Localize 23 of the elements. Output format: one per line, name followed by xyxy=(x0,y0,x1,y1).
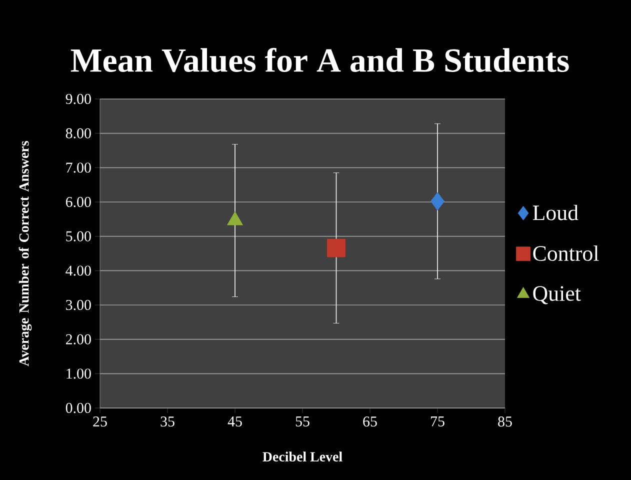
legend-label: Control xyxy=(533,246,599,261)
y-tick-label: 6.00 xyxy=(66,196,91,208)
x-tick-label: 25 xyxy=(93,416,107,427)
legend-label: Loud xyxy=(532,204,578,220)
x-tick-label: 85 xyxy=(498,416,512,427)
y-tick-label: 2.00 xyxy=(66,334,91,344)
y-tick-label: 1.00 xyxy=(66,368,91,379)
x-tick-label: 55 xyxy=(296,416,310,426)
legend-label: Quiet xyxy=(533,286,581,304)
x-axis-title: Decibel Level xyxy=(262,452,342,462)
y-tick-label: 3.00 xyxy=(66,300,91,310)
y-tick-label: 0.00 xyxy=(66,402,91,414)
x-tick-label: 45 xyxy=(228,416,242,426)
y-tick-label: 8.00 xyxy=(66,128,91,138)
y-tick-label: 5.00 xyxy=(66,231,91,242)
x-tick-label: 75 xyxy=(431,416,444,426)
chart-title: Mean Values for A and B Students xyxy=(70,48,569,72)
x-tick-label: 65 xyxy=(363,416,377,427)
y-tick-label: 7.00 xyxy=(66,162,91,173)
x-tick-label: 35 xyxy=(160,416,174,427)
y-tick-label: 4.00 xyxy=(66,266,91,276)
y-tick-label: 9.00 xyxy=(66,94,91,104)
y-axis-title: Average Number of Correct Answers xyxy=(18,141,32,366)
